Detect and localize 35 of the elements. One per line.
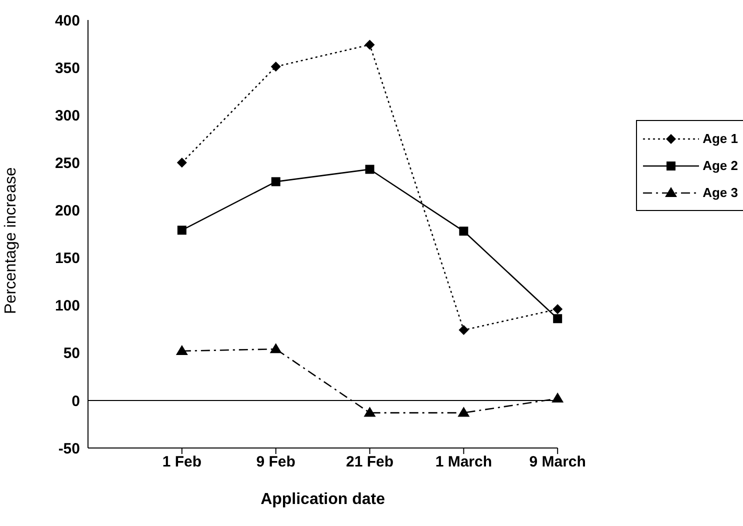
x-tick-label: 1 March <box>435 454 492 471</box>
point <box>364 40 375 50</box>
x-axis-title: Application date <box>260 491 386 508</box>
y-tick-label: 200 <box>54 202 80 220</box>
point <box>552 304 563 314</box>
legend-label: Age 2 <box>702 158 738 173</box>
point <box>271 177 280 186</box>
x-tick-label: 1 Feb <box>162 454 202 471</box>
point <box>459 226 468 236</box>
x-tick-label: 9 March <box>529 454 586 471</box>
x-tick-label: 9 Feb <box>256 454 296 471</box>
y-tick-label: 0 <box>72 392 80 410</box>
y-tick-label: 250 <box>54 154 80 172</box>
y-tick-label: 350 <box>54 60 80 77</box>
point <box>270 343 282 354</box>
y-tick-label: -50 <box>58 440 80 458</box>
y-axis-title: Percentage increase <box>2 167 20 314</box>
y-tick-label: 150 <box>54 250 80 268</box>
point <box>365 164 374 174</box>
y-tick-label: 100 <box>54 298 80 315</box>
legend-label: Age 3 <box>702 185 738 200</box>
point <box>458 325 469 336</box>
y-tick-label: 400 <box>54 12 80 30</box>
y-tick-label: 50 <box>63 345 80 362</box>
x-tick-label: 21 Feb <box>346 454 394 471</box>
legend-label: Age 1 <box>702 131 738 146</box>
point <box>176 344 188 355</box>
point <box>553 314 562 324</box>
point <box>177 226 186 235</box>
point <box>364 406 376 417</box>
point <box>270 62 281 72</box>
point <box>458 406 470 417</box>
point <box>176 158 187 168</box>
point <box>552 392 564 403</box>
y-tick-label: 300 <box>54 107 80 124</box>
